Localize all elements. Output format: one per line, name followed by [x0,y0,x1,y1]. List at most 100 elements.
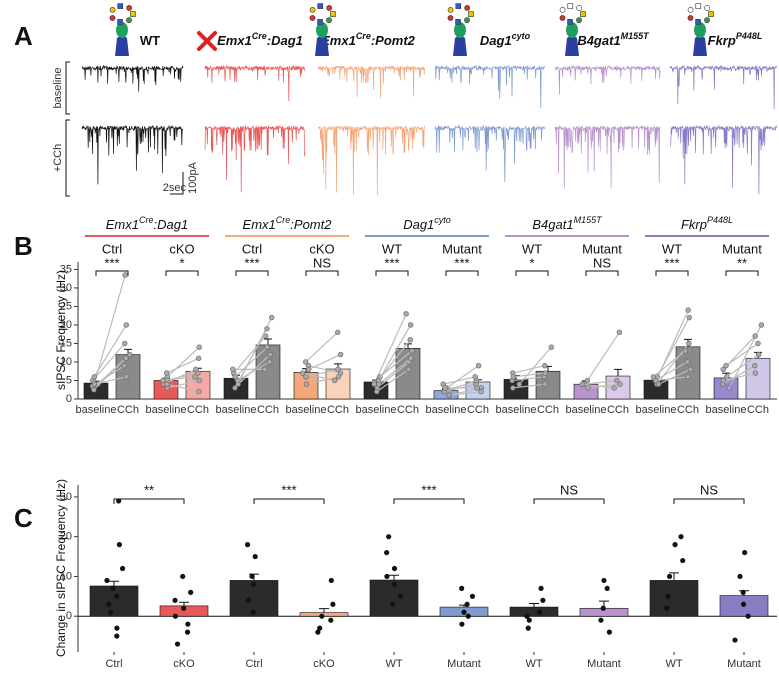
x-tick-label: baseline [496,404,537,416]
sugar-icon [455,19,461,25]
sugar-icon [464,17,470,24]
sugar-icon [109,15,116,21]
point [123,374,130,380]
sugar-icon [326,5,333,11]
point [542,362,548,369]
pair-line [233,335,267,374]
point [672,542,678,548]
sugar-icon [309,6,316,13]
x-tick-label: baseline [146,404,187,416]
sugar-icon [708,11,714,17]
pair-line [167,379,200,389]
x-tick-label: CCh [607,404,629,416]
pair-line [373,313,407,385]
pair-line [587,383,621,389]
genotype-label: FkrpP448L [708,31,763,48]
sugar-icon [130,11,136,17]
protein-icon [694,22,706,38]
significance: *** [244,255,259,270]
label-part: Dag1 [403,217,434,232]
panel-label: B [14,231,33,261]
point [682,348,689,354]
label-part: :Dag1 [267,33,303,48]
point [650,374,657,380]
sig-bracket [673,498,745,504]
sig-bracket [445,270,479,276]
point [478,388,484,395]
point [305,366,312,373]
point [91,387,97,393]
point [540,597,546,603]
pair-line [166,383,200,393]
label-part: :Pomt2 [371,33,416,48]
point [598,617,604,623]
point [403,311,409,317]
trace [434,64,546,109]
point [614,377,620,384]
point [680,557,686,564]
sig-bracket [95,270,129,276]
point [269,314,275,321]
pair-line [722,365,756,385]
point [91,381,98,387]
protein-icon [454,22,466,38]
significance: NS [560,482,578,497]
point [740,589,746,595]
label-part: :Pomt2 [290,217,332,232]
point [244,542,251,548]
y-axis-title: Change in sIPSC Frequency (Hz) [54,479,68,657]
trace [554,64,661,95]
error-bar [319,608,329,613]
error-bar [614,368,622,377]
point [184,629,191,635]
pair-line [166,357,199,374]
condition-label: WT [522,241,542,256]
point [335,374,342,380]
x-tick-label: CCh [467,404,489,416]
point [442,385,448,391]
sugar-icon [576,17,582,24]
label-part: Emx1 [106,217,139,232]
point [617,381,623,387]
pair-line [584,379,617,385]
genotype-label: Dag1cyto [403,215,451,232]
pair-line [376,368,410,393]
point [195,370,201,376]
sig-bracket [375,270,409,276]
sugar-icon [447,6,454,13]
error-bar [389,574,399,581]
sugar-icon [695,3,702,9]
pair-line [92,343,126,381]
pair-line [378,324,412,381]
point [335,329,341,336]
point [616,329,623,336]
x-tick-label: cKO [173,658,195,670]
protein-icon [565,36,579,56]
significance: *** [281,482,296,497]
point [116,498,122,504]
bar [395,347,421,400]
pair-line [93,324,127,378]
point [116,542,122,548]
row-brackets [65,61,184,197]
point [740,601,747,607]
point [188,589,194,595]
x-tick-label: baseline [356,404,397,416]
point [461,609,467,615]
pair-line [653,350,686,378]
point [264,325,270,332]
sugar-icon [580,11,586,17]
point [196,377,203,384]
point [110,585,116,591]
pair-line [237,361,270,382]
sugar-icon [559,15,566,21]
point [601,577,607,584]
pair-line [162,376,196,382]
x-tick-label: CCh [747,404,769,416]
point [104,577,110,584]
point [299,370,306,376]
bar [509,606,559,617]
point [686,314,692,321]
point [664,605,670,611]
pair-line [306,376,339,385]
